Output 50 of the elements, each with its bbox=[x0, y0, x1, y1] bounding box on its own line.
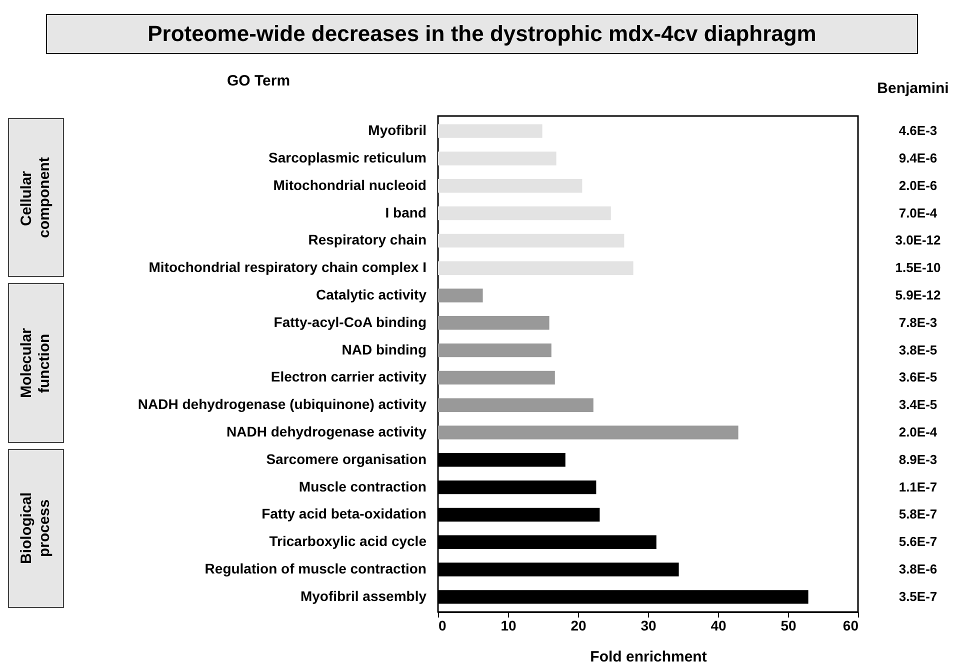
y-tick-label: NAD binding bbox=[342, 341, 426, 358]
group-label-box: Biological process bbox=[8, 448, 64, 608]
y-tick-label: Myofibril assembly bbox=[300, 588, 427, 604]
x-tick-label: 60 bbox=[842, 618, 859, 634]
y-tick-label: Tricarboxylic acid cycle bbox=[269, 533, 427, 550]
text: 3.8E-6 bbox=[898, 562, 938, 577]
text: 5.6E-7 bbox=[898, 534, 938, 550]
y-tick-label: Regulation of muscle contraction bbox=[204, 560, 426, 577]
x-tick-label: 50 bbox=[780, 618, 796, 634]
text: 5.9E-12 bbox=[895, 287, 941, 302]
text: 2.0E-4 bbox=[898, 424, 938, 440]
group-label-box: Cellular component bbox=[8, 118, 64, 278]
text: 3.5E-7 bbox=[898, 588, 938, 604]
text: 3.6E-5 bbox=[898, 370, 938, 385]
y-tick-label: Muscle contraction bbox=[298, 478, 426, 494]
y-tick-label: Fatty acid beta-oxidation bbox=[262, 506, 426, 522]
y-tick-label: Myofibril bbox=[368, 122, 426, 138]
text: 2.0E-6 bbox=[898, 178, 938, 193]
text: 9.4E-6 bbox=[898, 150, 938, 166]
y-tick-label: Sarcoplasmic reticulum bbox=[268, 149, 426, 166]
x-tick-label: 20 bbox=[570, 618, 586, 634]
y-axis-title: GO Term bbox=[226, 72, 290, 90]
text: 1.5E-10 bbox=[895, 260, 941, 276]
y-tick-label: Electron carrier activity bbox=[270, 368, 427, 385]
text: 7.8E-3 bbox=[898, 314, 938, 330]
y-tick-label: NADH dehydrogenase (ubiquinone) activity bbox=[138, 396, 427, 412]
x-tick-label: 40 bbox=[710, 618, 726, 634]
x-axis-title: Fold enrichment bbox=[590, 648, 707, 666]
x-tick-label: 0 bbox=[438, 618, 446, 634]
y-tick-label: Mitochondrial nucleoid bbox=[273, 176, 426, 193]
text: 4.6E-3 bbox=[898, 123, 938, 138]
text: Benjamini bbox=[877, 80, 949, 97]
y-tick-label: Fatty-acyl-CoA binding bbox=[274, 314, 426, 330]
x-tick-label: 30 bbox=[640, 618, 656, 634]
text: 3.0E-12 bbox=[895, 232, 941, 248]
y-tick-label: Catalytic activity bbox=[316, 286, 427, 302]
text: 7.0E-4 bbox=[898, 205, 938, 220]
y-tick-label: I band bbox=[385, 204, 426, 220]
chart-title: Proteome-wide decreases in the dystrophic mdx-4cv diaphragm bbox=[46, 14, 918, 54]
x-tick-label: 10 bbox=[500, 618, 516, 634]
group-label-box: Molecular function bbox=[8, 283, 64, 443]
text: 5.8E-7 bbox=[898, 506, 938, 522]
text: 1.1E-7 bbox=[898, 479, 938, 494]
y-tick-label: NADH dehydrogenase activity bbox=[226, 424, 427, 440]
text: 3.4E-5 bbox=[898, 397, 938, 412]
y-tick-label: Respiratory chain bbox=[308, 232, 426, 248]
text: 8.9E-3 bbox=[898, 452, 938, 467]
text: 3.8E-5 bbox=[898, 342, 938, 358]
y-tick-label: Sarcomere organisation bbox=[266, 450, 426, 467]
y-tick-label: Mitochondrial respiratory chain complex I bbox=[148, 259, 426, 276]
